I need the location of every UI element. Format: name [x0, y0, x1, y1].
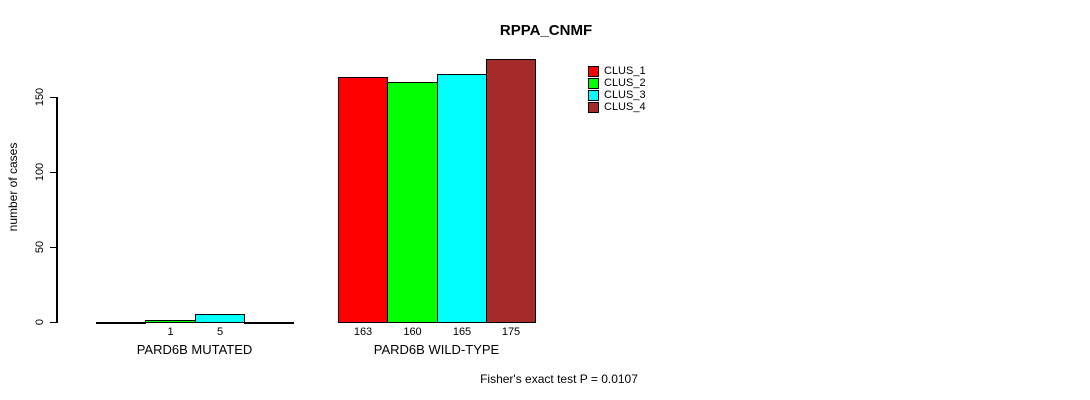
x-group-label: PARD6B WILD-TYPE	[373, 342, 500, 357]
bar-value-label: 175	[501, 326, 521, 338]
bar-clus_1	[96, 322, 146, 324]
legend-label: CLUS_4	[604, 101, 646, 113]
y-axis-line	[56, 97, 58, 323]
bar-value-label: 1	[167, 326, 174, 338]
y-tick	[50, 171, 57, 173]
y-tick	[50, 96, 57, 98]
y-tick	[50, 321, 57, 323]
bar-clus_3	[195, 314, 245, 323]
x-group-label: PARD6B MUTATED	[136, 342, 253, 357]
bar-value-label: 163	[353, 326, 373, 338]
bar-value-label: 165	[452, 326, 472, 338]
legend-swatch-clus_1	[588, 66, 599, 77]
bar-value-label: 160	[403, 326, 422, 338]
legend-label: CLUS_1	[604, 65, 646, 77]
bar-clus_4	[244, 322, 294, 324]
bar-clus_4	[486, 59, 536, 323]
legend-label: CLUS_2	[604, 77, 646, 89]
bar-clus_3	[437, 74, 487, 323]
legend-label: CLUS_3	[604, 89, 646, 101]
bar-value-label: 5	[216, 326, 224, 338]
legend-swatch-clus_3	[588, 90, 599, 101]
legend-swatch-clus_2	[588, 78, 599, 89]
y-tick	[50, 246, 57, 248]
legend-swatch-clus_4	[588, 102, 599, 113]
fisher-test-annotation: Fisher's exact test P = 0.0107	[480, 372, 638, 386]
chart-title: RPPA_CNMF	[499, 22, 593, 39]
bar-clus_1	[338, 77, 388, 323]
